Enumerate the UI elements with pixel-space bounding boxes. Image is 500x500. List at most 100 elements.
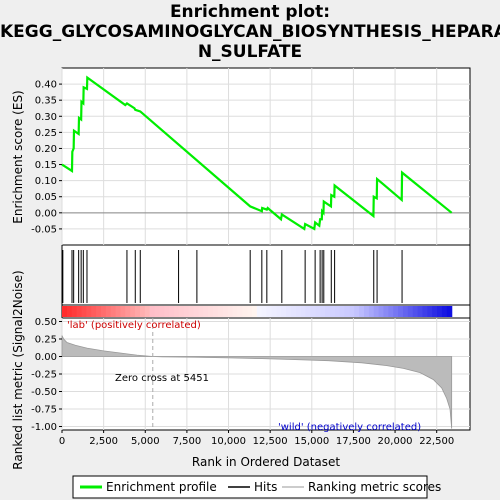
es-y-tick-label: 0.05 [35, 192, 57, 203]
band-segment [159, 306, 165, 317]
x-tick-label: 10,000 [211, 436, 246, 447]
band-segment [261, 306, 268, 317]
band-segment [251, 306, 258, 317]
band-segment [417, 306, 424, 317]
band-segment [139, 306, 146, 317]
band-segment [364, 306, 370, 317]
band-segment [227, 306, 234, 317]
es-panel [61, 67, 471, 246]
es-y-tick-label: 0.00 [35, 208, 57, 219]
band-segment [222, 306, 229, 317]
rank-y-tick-label: 0.00 [35, 352, 57, 363]
es-y-tick-label: 0.30 [35, 112, 57, 123]
band-segment [110, 306, 117, 317]
es-y-tick-label: -0.05 [31, 224, 57, 235]
x-axis: 0 2,500 5,000 7,500 10,000 12,500 15,000 17,500… [59, 430, 454, 447]
rank-grid [61, 318, 470, 430]
chart-title-line-2: KEGG_GLYCOSAMINOGLYCAN_BIOSYNTHESIS_HEPA… [0, 22, 500, 42]
band-segment [178, 306, 185, 317]
es-y-tick-label: 0.10 [35, 176, 57, 187]
band-segment [120, 306, 126, 317]
band-segment [281, 306, 287, 317]
band-segment [188, 306, 195, 317]
negative-label: 'wild' (negatively correlated) [278, 422, 421, 433]
band-segment [130, 306, 136, 317]
band-segment [325, 306, 331, 317]
es-y-axis-title: Enrichment score (ES) [11, 90, 25, 223]
band-segment [203, 306, 209, 317]
band-segment [393, 306, 399, 317]
band-segment [86, 306, 92, 317]
band-segment [237, 306, 243, 317]
band-segment [437, 306, 443, 317]
ranking-metric-fill [61, 335, 453, 429]
band-segment [354, 306, 360, 317]
band-segment [198, 306, 204, 317]
band-segment [213, 306, 219, 317]
band-segment [100, 306, 107, 317]
band-segment [368, 306, 375, 317]
band-segment [295, 306, 302, 317]
legend-ranking-label: Ranking metric scores [308, 480, 441, 494]
x-tick-label: 12,500 [253, 436, 288, 447]
band-segment [76, 306, 83, 317]
x-tick-label: 15,000 [294, 436, 329, 447]
rank-y-tick-label: -0.75 [31, 405, 57, 416]
band-segment [276, 306, 282, 317]
band-segment [388, 306, 394, 317]
band-segment [441, 306, 448, 317]
band-segment [432, 306, 438, 317]
x-tick-label: 2,500 [89, 436, 118, 447]
band-segment [256, 306, 263, 317]
band-segment [91, 306, 97, 317]
rank-y-axis-title: Ranked list metric (Signal2Noise) [11, 270, 25, 469]
band-segment [62, 306, 68, 317]
band-segment [135, 306, 141, 317]
rank-y-tick-label: -1.00 [31, 422, 57, 433]
band-segment [164, 306, 170, 317]
x-tick-label: 22,500 [419, 436, 454, 447]
rank-y-tick-label: 0.50 [35, 317, 57, 328]
band-segment [378, 306, 385, 317]
band-segment [320, 306, 326, 317]
band-segment [310, 306, 316, 317]
x-tick-label: 0 [59, 436, 65, 447]
hits-group [62, 250, 403, 303]
band-segment [217, 306, 224, 317]
band-segment [334, 306, 341, 317]
band-segment [154, 306, 161, 317]
band-segment [344, 306, 350, 317]
band-segment [208, 306, 214, 317]
band-segment [169, 306, 175, 317]
es-line-group [61, 75, 453, 231]
band-segment [300, 306, 307, 317]
band-segment [359, 306, 365, 317]
band-segment [446, 306, 453, 317]
rank-y-tick-label: -0.50 [31, 387, 57, 398]
x-tick-label: 5,000 [131, 436, 160, 447]
chart-title-line-1: Enrichment plot: [169, 2, 331, 22]
rank-y-tick-label: -0.25 [31, 370, 57, 381]
legend: Enrichment profile Hits Ranking metric s… [72, 475, 441, 499]
band-segment [174, 306, 180, 317]
band-segment [329, 306, 336, 317]
x-tick-label: 17,500 [336, 436, 371, 447]
band-segment [242, 306, 248, 317]
band-segment [271, 306, 277, 317]
ranking-metric-area [61, 318, 453, 430]
band-segment [305, 306, 312, 317]
x-axis-title: Rank in Ordered Dataset [192, 455, 340, 469]
band-segment [115, 306, 122, 317]
band-segment [286, 306, 292, 317]
legend-hits-label: Hits [254, 480, 277, 494]
es-y-axis: -0.05 0.00 0.05 0.10 0.15 0.20 0.25 0.30 0.35 0.4… [31, 80, 62, 235]
band-segment [349, 306, 355, 317]
band-segment [398, 306, 404, 317]
band-segment [412, 306, 419, 317]
band-segment [81, 306, 87, 317]
positive-label: 'lab' (positively correlated) [67, 320, 201, 331]
x-tick-label: 7,500 [173, 436, 202, 447]
band-segment [96, 306, 102, 317]
band-segment [422, 306, 428, 317]
es-y-tick-label: 0.15 [35, 160, 57, 171]
